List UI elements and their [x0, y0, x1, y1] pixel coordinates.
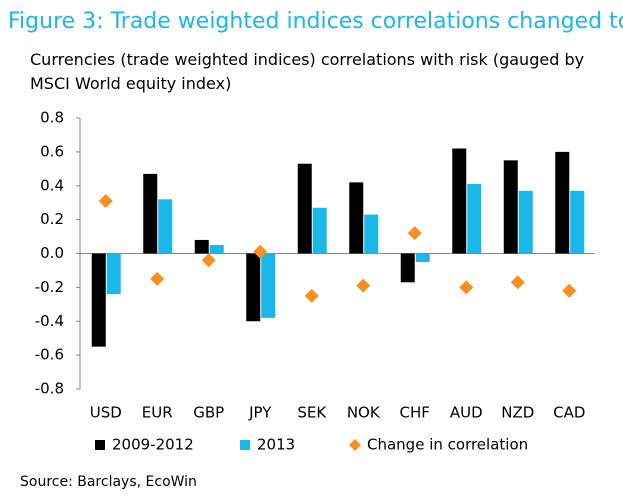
- bar: [503, 160, 518, 254]
- marker: [253, 244, 268, 259]
- y-tick-label: 0.2: [40, 210, 64, 228]
- x-tick-label: EUR: [142, 404, 173, 422]
- bar: [555, 151, 570, 254]
- y-tick-label: 0.4: [40, 176, 64, 194]
- chart-subtitle: Currencies (trade weighted indices) corr…: [30, 50, 585, 93]
- marker: [98, 193, 113, 208]
- bar: [143, 173, 158, 254]
- x-tick-label: CHF: [400, 404, 430, 422]
- x-tick-label: SEK: [297, 404, 327, 422]
- marker: [150, 271, 165, 286]
- marker: [459, 280, 474, 295]
- bar: [452, 148, 467, 254]
- legend-label: 2013: [257, 436, 295, 454]
- marker: [562, 283, 577, 298]
- marker: [304, 288, 319, 303]
- bar: [467, 184, 482, 254]
- x-tick-label: JPY: [248, 404, 272, 422]
- bar: [246, 253, 261, 322]
- marker: [201, 253, 216, 268]
- legend-label: 2009-2012: [112, 436, 194, 454]
- legend-swatch: [349, 439, 361, 451]
- x-tick-label: NZD: [501, 404, 534, 422]
- marker: [356, 278, 371, 293]
- bar: [297, 163, 312, 254]
- x-tick-label: AUD: [450, 404, 483, 422]
- bar: [349, 182, 364, 254]
- bar: [209, 245, 224, 254]
- bar: [158, 199, 173, 254]
- chart-title: Figure 3: Trade weighted indices correla…: [8, 9, 623, 34]
- bar: [261, 253, 276, 318]
- y-tick-label: 0.8: [40, 109, 64, 127]
- bar: [364, 214, 379, 254]
- y-tick-label: -0.8: [35, 380, 64, 398]
- x-tick-label: CAD: [553, 404, 585, 422]
- source: Source: Barclays, EcoWin: [20, 474, 197, 490]
- y-tick-label: -0.6: [35, 346, 64, 364]
- legend-label: Change in correlation: [367, 436, 528, 454]
- bar: [312, 207, 327, 254]
- x-tick-label: NOK: [347, 404, 381, 422]
- y-tick-label: -0.4: [35, 312, 64, 330]
- x-tick-label: USD: [90, 404, 122, 422]
- legend-swatch: [240, 440, 250, 450]
- legend-swatch: [95, 440, 105, 450]
- y-tick-label: 0.0: [40, 244, 64, 262]
- x-tick-label: GBP: [193, 404, 224, 422]
- bar: [400, 253, 415, 283]
- marker: [510, 275, 525, 290]
- marker: [407, 226, 422, 241]
- bar: [194, 239, 209, 254]
- y-tick-label: -0.2: [35, 278, 64, 296]
- bar: [570, 190, 585, 254]
- bar: [91, 253, 106, 347]
- bar: [415, 253, 430, 262]
- bar: [106, 253, 121, 295]
- bar: [518, 190, 533, 254]
- y-tick-label: 0.6: [40, 142, 64, 160]
